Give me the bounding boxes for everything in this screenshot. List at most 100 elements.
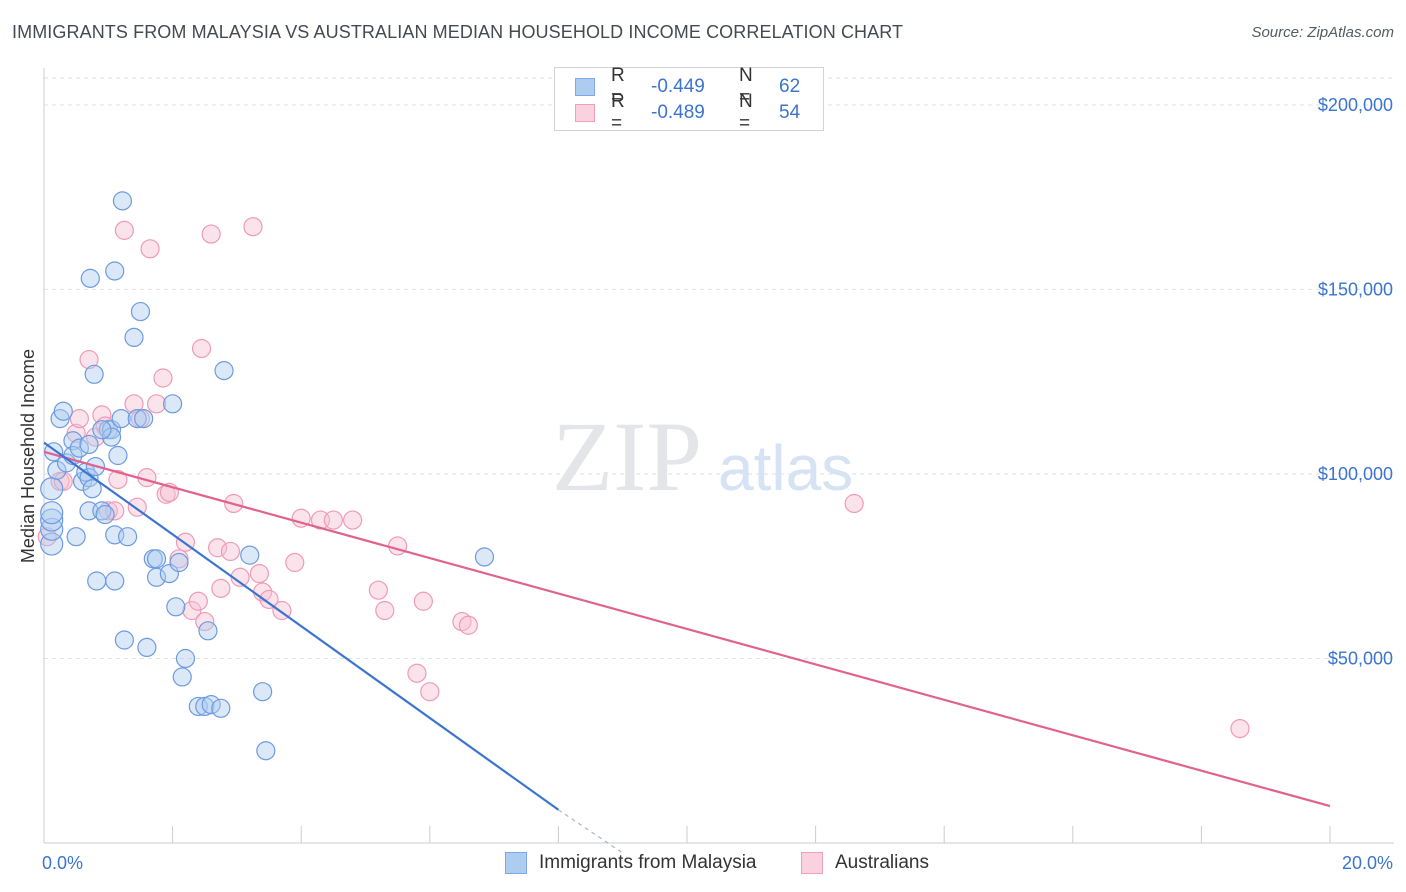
trend-lines — [43, 441, 1331, 854]
point-australians — [243, 217, 263, 237]
point-australians — [98, 501, 118, 521]
point-malaysia — [198, 621, 218, 641]
point-malaysia — [66, 527, 86, 547]
point-malaysia — [253, 682, 273, 702]
point-malaysia — [111, 408, 131, 429]
point-australians — [220, 541, 241, 562]
point-australians — [188, 591, 208, 611]
point-australians — [114, 220, 134, 240]
point-australians — [844, 493, 864, 514]
bottom-legend-swatch-blue — [505, 852, 527, 874]
point-malaysia — [84, 364, 104, 384]
point-australians — [79, 349, 99, 370]
point-australians — [201, 224, 221, 244]
legend-row-australians: R = -0.489 N = 54 — [575, 91, 801, 134]
point-malaysia — [82, 479, 102, 499]
data-points — [37, 191, 1250, 761]
point-australians — [1230, 718, 1250, 739]
point-malaysia — [92, 420, 112, 440]
point-malaysia — [101, 427, 122, 447]
correlation-legend: R = -0.449 N = 62 R = -0.489 N = 54 — [554, 65, 824, 134]
point-malaysia — [211, 698, 231, 718]
point-australians — [191, 338, 212, 359]
legend-r-value: -0.449 — [651, 76, 705, 97]
point-malaysia — [117, 527, 138, 547]
point-australians — [407, 663, 427, 683]
point-malaysia — [47, 460, 67, 480]
point-malaysia — [127, 408, 147, 429]
x-tick-label: 0.0% — [42, 853, 83, 873]
chart-title: IMMIGRANTS FROM MALAYSIA VS AUSTRALIAN M… — [12, 22, 904, 42]
point-malaysia — [87, 571, 107, 591]
point-malaysia — [63, 431, 83, 451]
point-australians — [388, 536, 408, 556]
watermark: ZIP atlas — [552, 401, 853, 512]
point-malaysia — [105, 571, 125, 591]
point-malaysia — [240, 545, 260, 565]
point-australians — [95, 416, 115, 436]
point-malaysia — [79, 468, 99, 488]
trend-line-australians — [43, 450, 1331, 808]
point-malaysia — [124, 327, 144, 348]
bottom-legend-label-australians: Australians — [835, 852, 929, 873]
point-malaysia — [95, 504, 115, 525]
watermark-atlas: atlas — [718, 432, 853, 504]
point-australians — [208, 538, 228, 558]
point-australians — [375, 600, 395, 621]
tick-labels: $50,000 $100,000 $150,000 $200,000 0.0% 20.0%… — [18, 95, 1393, 873]
x-tick-label: 20.0% — [1342, 853, 1393, 873]
point-malaysia — [201, 695, 221, 715]
point-australians — [343, 510, 363, 530]
legend-r-value: -0.489 — [651, 102, 705, 123]
point-australians — [146, 394, 167, 414]
point-malaysia — [112, 191, 133, 211]
point-malaysia — [53, 401, 73, 421]
point-malaysia — [69, 438, 89, 458]
point-malaysia — [108, 445, 128, 466]
point-malaysia — [175, 648, 196, 669]
point-australians — [249, 563, 270, 584]
point-malaysia — [137, 637, 157, 658]
point-malaysia — [146, 549, 167, 569]
point-malaysia — [130, 301, 151, 322]
watermark-zip: ZIP — [552, 401, 702, 512]
axes — [43, 68, 1394, 844]
point-australians — [211, 578, 231, 598]
point-australians — [285, 552, 305, 573]
legend-n-value: 62 — [779, 76, 801, 97]
point-malaysia — [101, 420, 122, 440]
bottom-legend-malaysia: Immigrants from Malaysia — [505, 852, 757, 874]
point-malaysia — [256, 741, 276, 761]
point-australians — [153, 368, 173, 388]
point-australians — [368, 580, 388, 600]
legend-n-label: N = — [739, 65, 753, 108]
point-malaysia — [163, 394, 183, 414]
y-tick-label: $100,000 — [1318, 464, 1393, 484]
point-australians — [53, 471, 73, 491]
point-australians — [291, 508, 311, 528]
legend-n-value: 54 — [779, 102, 801, 123]
bottom-legend-swatch-pink — [801, 852, 823, 874]
trend-line-malaysia-extension — [558, 809, 624, 854]
point-australians — [259, 589, 279, 610]
point-malaysia — [40, 508, 64, 532]
point-malaysia — [40, 477, 64, 501]
legend-r-label: R = — [611, 91, 625, 134]
legend-r-label: R = — [611, 65, 625, 108]
y-axis-title: Median Household Income — [18, 349, 38, 563]
point-australians — [458, 615, 478, 635]
point-malaysia — [214, 361, 234, 381]
point-australians — [323, 510, 343, 530]
source-label: Source: ZipAtlas.com — [1251, 24, 1394, 41]
point-malaysia — [92, 501, 112, 521]
legend-swatch-pink — [575, 104, 595, 122]
legend-row-malaysia: R = -0.449 N = 62 — [575, 65, 801, 108]
point-malaysia — [114, 630, 134, 650]
point-malaysia — [166, 597, 186, 617]
legend-n-label: N = — [739, 91, 753, 134]
point-australians — [37, 527, 57, 547]
y-tick-label: $200,000 — [1318, 95, 1393, 115]
point-malaysia — [40, 501, 64, 525]
point-australians — [413, 591, 433, 611]
